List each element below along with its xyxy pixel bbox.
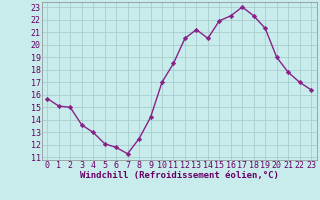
X-axis label: Windchill (Refroidissement éolien,°C): Windchill (Refroidissement éolien,°C) (80, 171, 279, 180)
